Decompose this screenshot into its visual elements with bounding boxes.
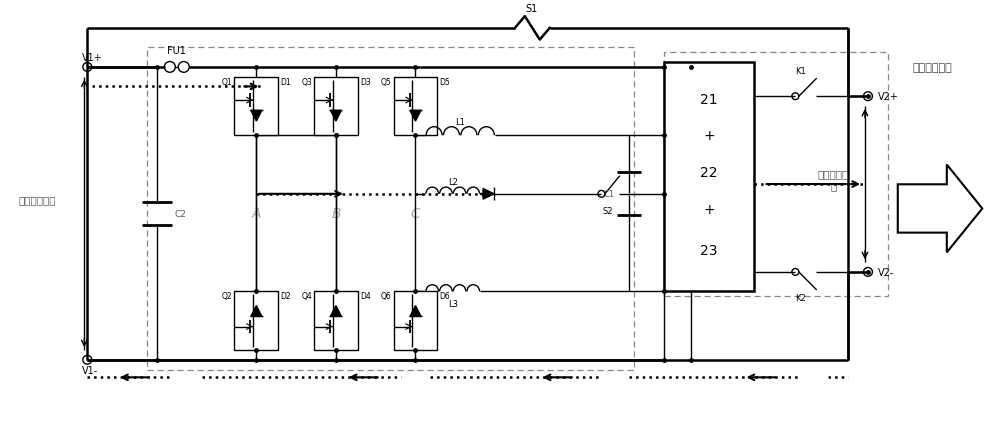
Polygon shape bbox=[330, 306, 341, 317]
Text: K1: K1 bbox=[795, 66, 806, 75]
Text: Q1: Q1 bbox=[222, 78, 232, 86]
Bar bbox=[234, 292, 278, 350]
Text: D6: D6 bbox=[439, 292, 450, 301]
Text: +: + bbox=[703, 129, 715, 143]
Text: C: C bbox=[411, 207, 420, 221]
Text: L3: L3 bbox=[448, 299, 458, 308]
Polygon shape bbox=[410, 111, 421, 122]
Text: Q2: Q2 bbox=[222, 292, 232, 301]
Text: V2+: V2+ bbox=[878, 92, 899, 102]
Text: S2: S2 bbox=[602, 206, 613, 215]
Text: +: + bbox=[703, 202, 715, 216]
Text: K2: K2 bbox=[795, 294, 806, 303]
Polygon shape bbox=[330, 111, 341, 122]
Text: 21: 21 bbox=[700, 92, 718, 106]
Text: D3: D3 bbox=[360, 78, 371, 86]
Text: L2: L2 bbox=[448, 178, 458, 187]
Text: V1-: V1- bbox=[82, 365, 99, 375]
Text: D4: D4 bbox=[360, 292, 371, 301]
Text: 功率流动方向: 功率流动方向 bbox=[913, 63, 952, 73]
Text: Q6: Q6 bbox=[381, 292, 392, 301]
Bar bbox=[394, 78, 437, 136]
Text: L1: L1 bbox=[455, 118, 465, 127]
Bar bbox=[394, 292, 437, 350]
Text: D5: D5 bbox=[439, 78, 450, 86]
Text: C2: C2 bbox=[175, 209, 187, 219]
Bar bbox=[314, 292, 358, 350]
Text: V1+: V1+ bbox=[82, 53, 103, 63]
Text: D1: D1 bbox=[280, 78, 291, 86]
Bar bbox=[234, 78, 278, 136]
FancyArrow shape bbox=[898, 165, 982, 253]
Text: B: B bbox=[331, 207, 341, 221]
Text: C1: C1 bbox=[603, 190, 614, 199]
Text: Q3: Q3 bbox=[301, 78, 312, 86]
Text: 23: 23 bbox=[700, 244, 718, 258]
Text: FU1: FU1 bbox=[167, 46, 186, 56]
Text: Q5: Q5 bbox=[381, 78, 392, 86]
Text: V2-: V2- bbox=[878, 267, 894, 277]
Text: A: A bbox=[252, 207, 261, 221]
Text: 第一直流电压: 第一直流电压 bbox=[19, 194, 56, 204]
Bar bbox=[147, 48, 634, 370]
Polygon shape bbox=[251, 306, 262, 317]
Polygon shape bbox=[483, 189, 494, 200]
Text: D2: D2 bbox=[280, 292, 291, 301]
Bar bbox=[664, 53, 888, 296]
Text: S1: S1 bbox=[526, 4, 538, 14]
Bar bbox=[664, 63, 754, 292]
Text: Q4: Q4 bbox=[301, 292, 312, 301]
Text: 22: 22 bbox=[700, 166, 718, 180]
Text: 第二直流电
压: 第二直流电 压 bbox=[818, 169, 849, 190]
Bar bbox=[314, 78, 358, 136]
Polygon shape bbox=[410, 306, 421, 317]
Polygon shape bbox=[251, 111, 262, 122]
